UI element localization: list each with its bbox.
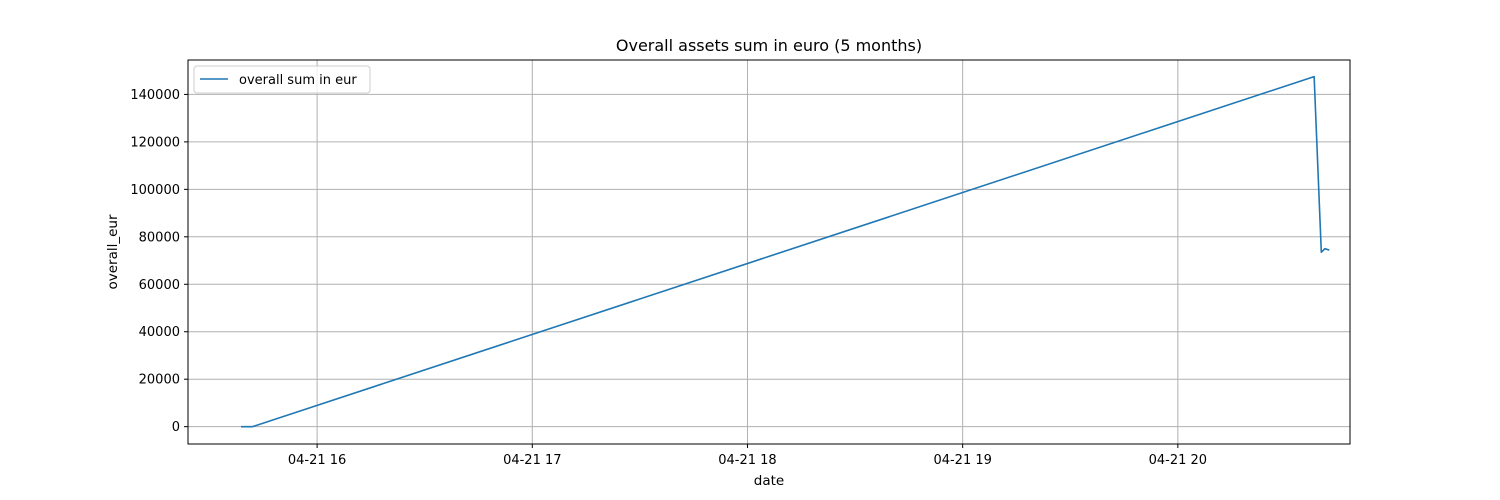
legend-box <box>193 65 371 94</box>
series-line-0 <box>241 75 1330 428</box>
y-tick-label: 140000 <box>130 88 180 103</box>
x-tick-label: 04-21 16 <box>288 453 346 468</box>
grid-lines <box>188 60 1350 444</box>
y-tick-label: 120000 <box>130 135 180 150</box>
axis-ticks: 04-21 16 04-21 17 04-21 18 04-21 19 04-21 20… <box>130 88 1207 468</box>
y-tick-label: 20000 <box>139 373 180 388</box>
y-tick-label: 60000 <box>139 278 180 293</box>
chart-title: Overall assets sum in euro (5 months) <box>616 36 922 55</box>
legend: overall sum in eur <box>193 65 371 94</box>
x-axis-label: date <box>754 473 784 489</box>
x-tick-label: 04-21 18 <box>718 453 776 468</box>
x-tick-label: 04-21 19 <box>933 453 991 468</box>
series-layer <box>241 75 1330 428</box>
legend-label: overall sum in eur <box>239 73 357 88</box>
plot-frame <box>187 59 1351 445</box>
y-tick-label: 80000 <box>139 230 180 245</box>
x-tick-label: 04-21 20 <box>1149 453 1207 468</box>
y-tick-label: 100000 <box>130 183 180 198</box>
y-tick-label: 0 <box>172 420 180 435</box>
y-axis-label: overall_eur <box>105 214 121 289</box>
y-tick-label: 40000 <box>139 325 180 340</box>
x-tick-label: 04-21 17 <box>503 453 561 468</box>
